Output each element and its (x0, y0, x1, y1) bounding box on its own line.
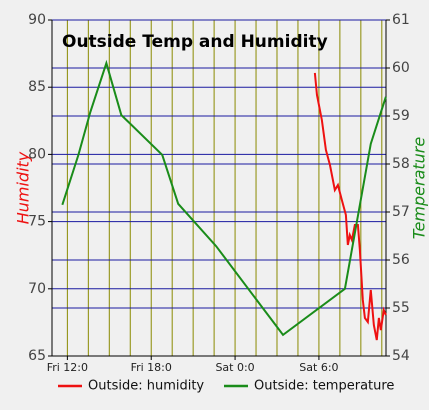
legend-label: Outside: humidity (88, 379, 204, 394)
x-tick-label: Sat 0:0 (215, 361, 254, 374)
series-line (313, 72, 387, 341)
y-tick-label: 75 (28, 214, 46, 230)
y2-tick-label: 56 (392, 252, 410, 268)
y-tick-label: 85 (28, 79, 46, 95)
y2-tick-label: 54 (392, 348, 410, 364)
y-tick-label: 65 (28, 348, 46, 364)
y-tick-label: 70 (28, 281, 46, 297)
legend-label: Outside: temperature (254, 379, 394, 394)
chart-title: Outside Temp and Humidity (62, 32, 328, 52)
y-tick-label: 90 (28, 12, 46, 28)
y2-tick-label: 60 (392, 60, 410, 76)
y2-tick-label: 58 (392, 156, 410, 172)
x-tick-label: Sat 6:0 (299, 361, 338, 374)
y2-axis-label: Temperature (410, 137, 429, 240)
y2-tick-label: 59 (392, 108, 410, 124)
y2-tick-label: 57 (392, 204, 410, 220)
y2-tick-label: 55 (392, 300, 410, 316)
x-tick-label: Fri 18:0 (131, 361, 172, 374)
series-line (61, 59, 387, 337)
x-tick-label: Fri 12:0 (47, 361, 88, 374)
y-axis-label: Humidity (14, 151, 33, 224)
y2-tick-label: 61 (392, 12, 410, 28)
y-tick-label: 80 (28, 146, 46, 162)
